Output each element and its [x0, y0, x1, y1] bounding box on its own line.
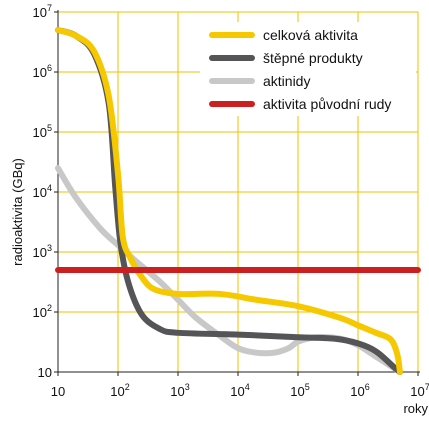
y-axis-title: radioaktivita (GBq)	[10, 158, 25, 266]
y-tick-label: 105	[33, 123, 52, 140]
series-line-celkova-aktivita	[55, 27, 403, 375]
tick-labels: 10 102 103 104 105 106 107 10 102 103 104 105 106 107	[33, 3, 429, 399]
x-tick-label: 107	[410, 382, 429, 399]
x-tick-label: 104	[230, 382, 249, 399]
axes	[54, 10, 420, 376]
y-tick-label: 104	[33, 183, 52, 200]
x-tick-label: 103	[170, 382, 189, 399]
x-tick-label: 106	[350, 382, 369, 399]
y-tick-label: 10	[38, 365, 52, 380]
x-tick-label: 102	[110, 382, 129, 399]
y-tick-label: 103	[33, 243, 52, 260]
x-tick-label: 10	[51, 384, 65, 399]
y-tick-label: 106	[33, 63, 52, 80]
legend-label: aktivita původní rudy	[263, 96, 391, 112]
y-tick-label: 102	[33, 303, 52, 320]
series-layer	[55, 27, 421, 375]
legend-label: celková aktivita	[263, 27, 358, 43]
legend: celková aktivita štěpné produkty aktinidy a…	[200, 22, 416, 116]
y-tick-label: 107	[33, 3, 52, 20]
x-tick-label: 105	[290, 382, 309, 399]
x-axis-title: roky	[403, 401, 428, 416]
legend-label: štěpné produkty	[263, 50, 363, 66]
legend-label: aktinidy	[263, 73, 310, 89]
